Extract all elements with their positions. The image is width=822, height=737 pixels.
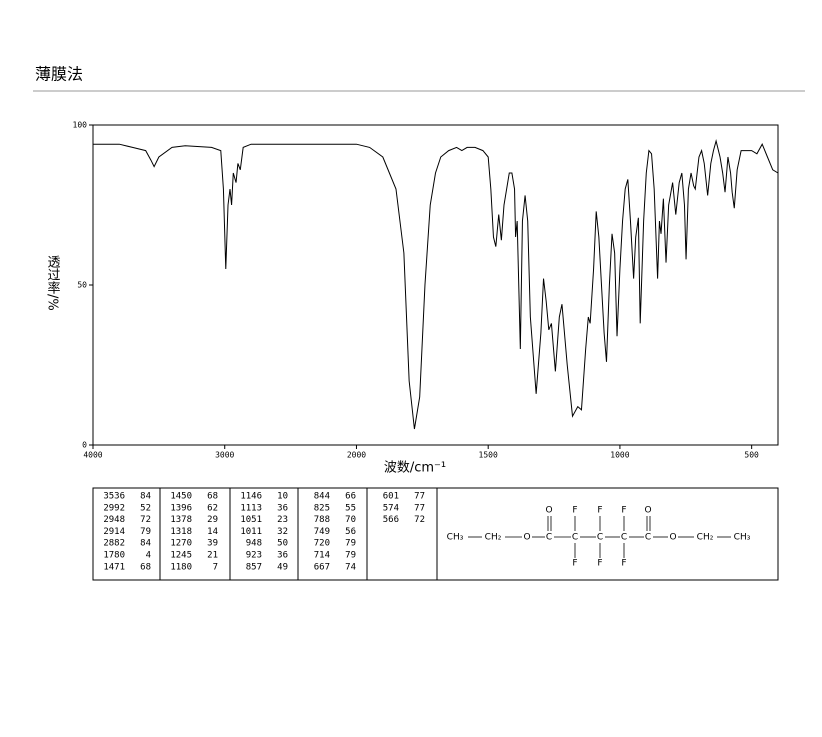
atom-label: C	[597, 533, 603, 543]
peak-wavenumber: 2948	[103, 515, 125, 525]
peak-transmittance: 10	[277, 492, 288, 502]
peak-wavenumber: 788	[314, 515, 330, 525]
peak-wavenumber: 857	[246, 562, 262, 572]
x-tick-label: 3000	[215, 451, 234, 460]
peak-transmittance: 49	[277, 562, 288, 572]
peak-wavenumber: 1146	[240, 492, 262, 502]
peak-transmittance: 7	[213, 562, 218, 572]
peak-transmittance: 84	[140, 492, 151, 502]
peak-wavenumber: 825	[314, 503, 330, 513]
peak-transmittance: 68	[207, 492, 218, 502]
peak-wavenumber: 1245	[170, 551, 192, 561]
x-tick-label: 1000	[610, 451, 629, 460]
peak-wavenumber: 601	[383, 492, 399, 502]
peak-transmittance: 62	[207, 503, 218, 513]
x-tick-label: 500	[744, 451, 759, 460]
atom-label: F	[597, 506, 602, 516]
atom-label: CH₃	[734, 533, 751, 543]
peak-transmittance: 70	[345, 515, 356, 525]
atom-label: C	[572, 533, 578, 543]
bonds	[468, 516, 731, 558]
peak-wavenumber: 2992	[103, 503, 125, 513]
peak-wavenumber: 1471	[103, 562, 125, 572]
peak-transmittance: 55	[345, 503, 356, 513]
x-axis-label: 波数/cm⁻¹	[384, 461, 446, 476]
peak-wavenumber: 923	[246, 551, 262, 561]
peak-transmittance: 23	[277, 515, 288, 525]
peak-wavenumber: 566	[383, 515, 399, 525]
peak-wavenumber: 667	[314, 562, 330, 572]
peak-wavenumber: 720	[314, 539, 330, 549]
table-dividers	[159, 488, 438, 580]
x-tick-label: 1500	[479, 451, 498, 460]
y-tick-label: 50	[77, 281, 87, 290]
peak-wavenumber: 2914	[103, 527, 125, 537]
atom-label: O	[523, 533, 530, 543]
peak-wavenumber: 1270	[170, 539, 192, 549]
peak-transmittance: 50	[277, 539, 288, 549]
peak-wavenumber: 1780	[103, 551, 125, 561]
spectrum-line	[93, 139, 779, 430]
page-title: 薄膜法	[35, 65, 83, 84]
atom-label: O	[545, 506, 552, 516]
peak-transmittance: 77	[414, 492, 425, 502]
atom-label: CH₂	[485, 533, 502, 543]
peak-transmittance: 68	[140, 562, 151, 572]
peak-transmittance: 77	[414, 503, 425, 513]
peak-transmittance: 36	[277, 551, 288, 561]
peak-wavenumber: 574	[383, 503, 399, 513]
atom-label: F	[621, 506, 626, 516]
peak-transmittance: 79	[345, 551, 356, 561]
y-tick-label: 100	[73, 121, 88, 130]
atom-label: C	[546, 533, 552, 543]
peak-transmittance: 56	[345, 527, 356, 537]
atom-label: F	[572, 506, 577, 516]
atom-label: C	[621, 533, 627, 543]
peak-transmittance: 32	[277, 527, 288, 537]
peak-wavenumber: 714	[314, 551, 330, 561]
y-axis-label: 透过率/%	[45, 255, 61, 311]
peak-wavenumber: 1113	[240, 503, 262, 513]
peak-transmittance: 14	[207, 527, 218, 537]
peak-transmittance: 21	[207, 551, 218, 561]
peak-wavenumber: 2882	[103, 539, 125, 549]
atom-label: C	[645, 533, 651, 543]
peak-wavenumber: 3536	[103, 492, 125, 502]
peak-wavenumber: 1051	[240, 515, 262, 525]
x-tick-label: 2000	[347, 451, 366, 460]
peak-wavenumber: 749	[314, 527, 330, 537]
peak-wavenumber: 844	[314, 492, 330, 502]
peak-transmittance: 4	[146, 551, 151, 561]
atom-label: F	[597, 559, 602, 569]
peak-transmittance: 79	[140, 527, 151, 537]
peak-transmittance: 66	[345, 492, 356, 502]
peak-transmittance: 84	[140, 539, 151, 549]
peak-transmittance: 79	[345, 539, 356, 549]
peak-transmittance: 39	[207, 539, 218, 549]
peak-transmittance: 74	[345, 562, 356, 572]
atom-label: CH₂	[697, 533, 714, 543]
x-tick-label: 4000	[83, 451, 102, 460]
atom-label: F	[621, 559, 626, 569]
peak-transmittance: 72	[414, 515, 425, 525]
peak-transmittance: 36	[277, 503, 288, 513]
peak-wavenumber: 1378	[170, 515, 192, 525]
atom-label: O	[644, 506, 651, 516]
peak-wavenumber: 1011	[240, 527, 262, 537]
y-tick-label: 0	[82, 441, 87, 450]
peak-transmittance: 52	[140, 503, 151, 513]
peak-wavenumber: 1450	[170, 492, 192, 502]
peak-wavenumber: 1318	[170, 527, 192, 537]
peak-wavenumber: 1396	[170, 503, 192, 513]
table-frame	[92, 487, 779, 581]
peak-transmittance: 72	[140, 515, 151, 525]
peak-transmittance: 29	[207, 515, 218, 525]
peak-wavenumber: 1180	[170, 562, 192, 572]
atom-label: O	[669, 533, 676, 543]
atom-label: F	[572, 559, 577, 569]
atom-label: CH₃	[447, 533, 464, 543]
peak-wavenumber: 948	[246, 539, 262, 549]
